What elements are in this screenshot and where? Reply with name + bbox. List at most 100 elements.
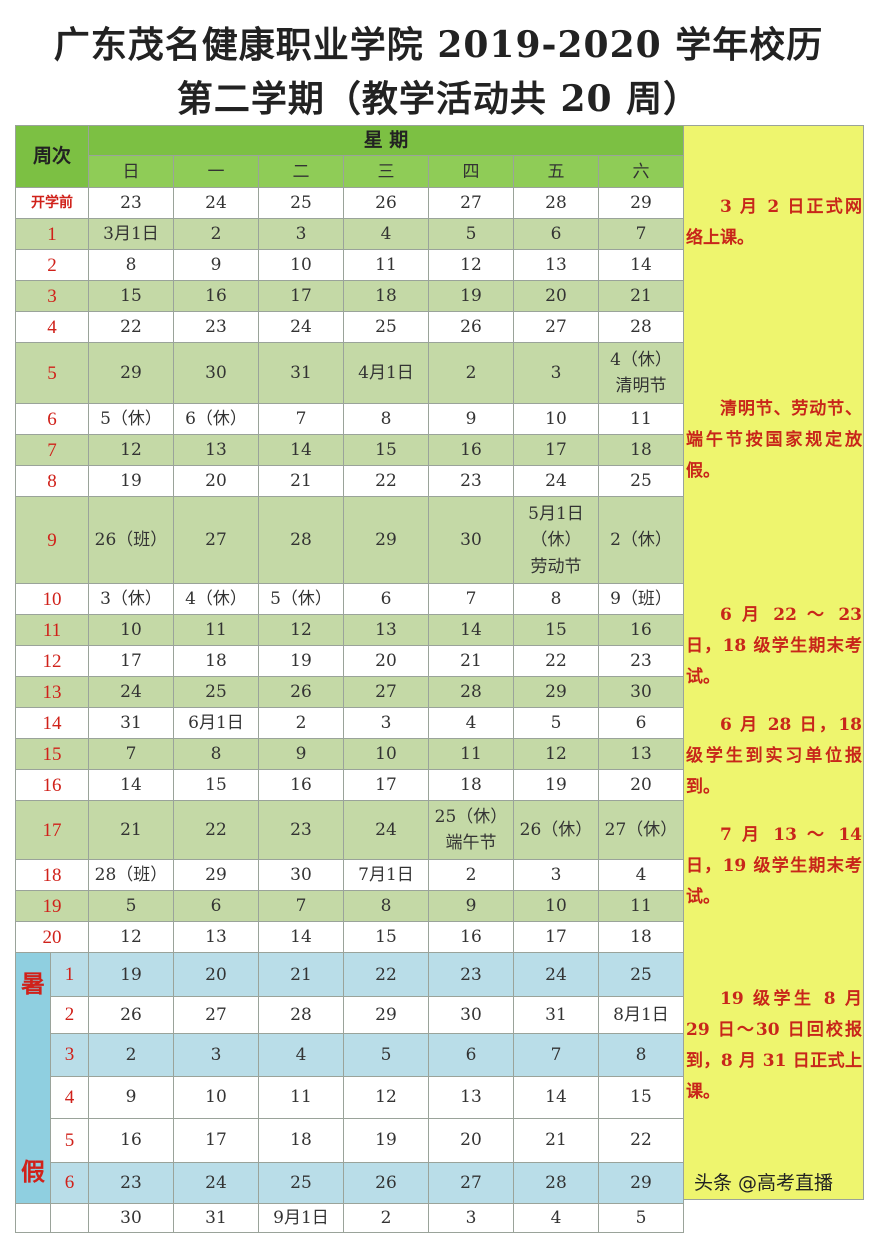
day-cell: 9	[258, 738, 344, 771]
week-number: 2	[50, 995, 89, 1034]
day-cell: 2	[173, 218, 259, 251]
day-cell: 4	[343, 218, 429, 251]
weekday-header: 五	[513, 155, 599, 189]
day-cell: 3	[173, 1032, 259, 1077]
day-cell: 13	[173, 434, 259, 467]
day-cell: 3	[428, 1203, 514, 1233]
day-cell: 19	[343, 1118, 429, 1163]
day-cell: 9	[88, 1075, 174, 1120]
day-cell: 29	[173, 859, 259, 892]
week-number: 8	[15, 465, 89, 498]
week-number: 5	[15, 342, 89, 405]
note-18-internship: 6 月 28 日，18 级学生到实习单位报到。	[686, 715, 862, 797]
calendar-title: 广东茂名健康职业学院 2019-2020 学年校历	[53, 24, 824, 66]
day-cell: 18	[598, 921, 684, 954]
day-cell: 10	[513, 403, 599, 436]
week-number: 12	[15, 645, 89, 678]
day-cell: 28	[428, 676, 514, 709]
day-cell: 11	[598, 890, 684, 923]
day-cell: 16	[428, 921, 514, 954]
day-cell: 19	[88, 952, 174, 997]
day-cell: 8月1日	[598, 995, 684, 1034]
day-cell: 5	[428, 218, 514, 251]
calendar-row: 2 8 9 10 11 12 13 14	[15, 249, 684, 282]
calendar-row: 16 14 15 16 17 18 19 20	[15, 769, 684, 802]
day-cell: 14	[88, 769, 174, 802]
day-cell: 8	[343, 403, 429, 436]
calendar-row: 6 5（休） 6（休） 7 8 9 10 11	[15, 403, 684, 436]
weekday-group-header: 星 期	[88, 124, 684, 157]
day-cell: 24	[343, 800, 429, 861]
day-cell: 7	[258, 890, 344, 923]
day-cell: 8	[173, 738, 259, 771]
day-cell: 3月1日	[88, 218, 174, 251]
day-cell: 26（班）	[88, 496, 174, 585]
calendar-row: 14 31 6月1日 2 3 4 5 6	[15, 707, 684, 740]
day-cell: 6	[173, 890, 259, 923]
day-cell: 27	[428, 187, 514, 220]
week-number: 9	[15, 496, 89, 585]
day-cell: 2	[343, 1203, 429, 1233]
day-cell: 30	[428, 496, 514, 585]
day-cell: 6	[513, 218, 599, 251]
calendar-row: 8 19 20 21 22 23 24 25	[15, 465, 684, 498]
day-cell: 21	[258, 465, 344, 498]
day-cell: 18	[258, 1118, 344, 1163]
day-cell: 5	[343, 1032, 429, 1077]
week-number	[50, 1203, 89, 1233]
day-cell: 28（班）	[88, 859, 174, 892]
day-cell: 25	[258, 1161, 344, 1205]
calendar-row: 开学前 23 24 25 26 27 28 29	[15, 187, 684, 220]
day-cell: 18	[343, 280, 429, 313]
week-number: 4	[15, 311, 89, 344]
day-cell: 14	[598, 249, 684, 282]
day-cell: 26	[428, 311, 514, 344]
day-cell: 23	[173, 311, 259, 344]
day-cell: 17	[173, 1118, 259, 1163]
calendar-row: 19 5 6 7 8 9 10 11	[15, 890, 684, 923]
day-cell: 18	[598, 434, 684, 467]
day-cell: 9月1日	[258, 1203, 344, 1233]
day-cell: 16	[428, 434, 514, 467]
day-cell: 10	[258, 249, 344, 282]
day-cell: 26	[343, 1161, 429, 1205]
day-cell: 17	[88, 645, 174, 678]
day-cell: 22	[88, 311, 174, 344]
calendar-row: 4 22 23 24 25 26 27 28	[15, 311, 684, 344]
week-number: 2	[15, 249, 89, 282]
week-number: 18	[15, 859, 89, 892]
note-18-exam: 6 月 22 ～ 23 日，18 级学生期末考试。	[686, 605, 862, 687]
week-number: 3	[15, 280, 89, 313]
day-cell: 27	[513, 311, 599, 344]
week-number: 14	[15, 707, 89, 740]
day-cell: 27	[173, 496, 259, 585]
week-number: 6	[50, 1161, 89, 1205]
day-cell: 12	[88, 921, 174, 954]
day-cell: 15	[88, 280, 174, 313]
day-cell: 9	[428, 890, 514, 923]
day-cell: 9	[173, 249, 259, 282]
week-number: 20	[15, 921, 89, 954]
day-cell: 18	[173, 645, 259, 678]
week-number: 1	[15, 218, 89, 251]
day-cell: 11	[173, 614, 259, 647]
day-cell: 24	[513, 465, 599, 498]
calendar-row: 9 26（班） 27 28 29 30 5月1日 （休） 劳动节 2（休）	[15, 496, 684, 585]
day-cell: 15	[598, 1075, 684, 1120]
day-cell: 23	[88, 1161, 174, 1205]
day-cell: 26	[88, 995, 174, 1034]
watermark: 头条 @高考直播	[694, 1172, 834, 1194]
day-cell: 22	[173, 800, 259, 861]
day-cell: 28	[258, 995, 344, 1034]
day-cell: 30	[428, 995, 514, 1034]
day-cell: 4月1日	[343, 342, 429, 405]
day-cell: 29	[598, 187, 684, 220]
week-number: 17	[15, 800, 89, 861]
day-cell: 3	[513, 859, 599, 892]
day-cell: 10	[173, 1075, 259, 1120]
day-cell: 27	[173, 995, 259, 1034]
day-cell: 2	[258, 707, 344, 740]
day-cell: 29	[598, 1161, 684, 1205]
day-cell: 11	[258, 1075, 344, 1120]
